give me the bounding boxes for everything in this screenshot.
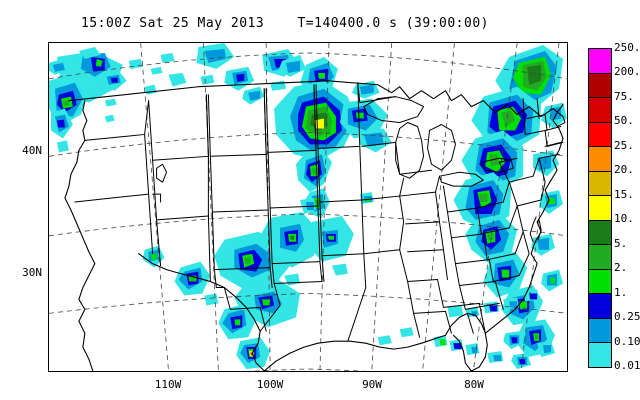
colorbar-label-15: 15. [614, 188, 634, 201]
colorbar-band-1 [589, 294, 611, 319]
colorbar-label-5: 5. [614, 237, 628, 250]
colorbar-label-200: 200. [614, 65, 640, 78]
y-axis-label-40n: 40N [22, 144, 42, 157]
colorbar [588, 48, 612, 368]
colorbar-band-50 [589, 122, 611, 148]
colorbar-band-15 [589, 196, 611, 221]
colorbar-label-50: 50. [614, 114, 634, 127]
colorbar-band-250 [589, 49, 611, 74]
colorbar-band-75 [589, 98, 611, 123]
precip-pacific-northwest [49, 46, 157, 153]
precip-northern-plains [150, 43, 299, 105]
precip-northeast [453, 44, 567, 358]
colorbar-band-200 [589, 73, 611, 99]
colorbar-label-250: 250. [614, 41, 640, 54]
colorbar-label-010: 0.10 [614, 335, 640, 348]
colorbar-label-1: 1. [614, 286, 628, 299]
colorbar-label-025: 0.25 [614, 310, 640, 323]
precip-midwest-mcs [274, 54, 392, 218]
colorbar-label-10: 10. [614, 212, 634, 225]
map-svg [49, 43, 567, 371]
figure-title: 15:00Z Sat 25 May 2013 T=140400.0 s (39:… [80, 16, 489, 31]
colorbar-label-75: 75. [614, 90, 634, 103]
x-axis-label-90w: 90W [362, 378, 382, 391]
colorbar-band-5 [589, 245, 611, 270]
colorbar-band-20 [589, 171, 611, 197]
colorbar-band-2 [589, 269, 611, 295]
colorbar-band-10 [589, 220, 611, 246]
precip-southern-plains [142, 198, 354, 370]
x-axis-label-110w: 110W [154, 378, 182, 391]
colorbar-label-20: 20. [614, 163, 634, 176]
colorbar-band-010 [589, 343, 611, 367]
colorbar-label-001: 0.01 [614, 359, 640, 372]
x-axis-label-100w: 100W [256, 378, 284, 391]
y-axis-label-30n: 30N [22, 266, 42, 279]
colorbar-label-2: 2. [614, 261, 628, 274]
colorbar-band-25 [589, 147, 611, 172]
colorbar-band-025 [589, 318, 611, 344]
precip-offshore-atlantic [359, 192, 556, 370]
map-plot-area [48, 42, 568, 372]
x-axis-label-80w: 80W [464, 378, 484, 391]
map-outlines [64, 80, 566, 371]
colorbar-labels: 250. 200. 75. 50. 25. 20. 15. 10. 5. 2. … [614, 41, 640, 372]
colorbar-label-25: 25. [614, 139, 634, 152]
